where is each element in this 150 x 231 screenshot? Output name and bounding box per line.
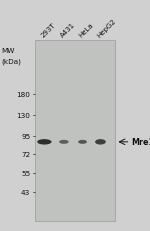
Text: 293T: 293T xyxy=(40,22,57,39)
Text: HepG2: HepG2 xyxy=(96,18,117,39)
Ellipse shape xyxy=(78,140,87,144)
Text: 43: 43 xyxy=(21,189,30,195)
Text: MW: MW xyxy=(2,48,15,54)
Ellipse shape xyxy=(37,140,52,145)
Ellipse shape xyxy=(59,140,69,144)
Text: A431: A431 xyxy=(60,21,77,39)
Text: Mre11: Mre11 xyxy=(132,138,150,147)
Text: 72: 72 xyxy=(21,151,30,157)
Text: 130: 130 xyxy=(16,112,30,118)
Text: 95: 95 xyxy=(21,133,30,139)
Text: 55: 55 xyxy=(21,170,30,176)
Text: HeLa: HeLa xyxy=(78,22,95,39)
Ellipse shape xyxy=(95,140,106,145)
Text: 180: 180 xyxy=(16,91,30,97)
Bar xyxy=(35,40,115,221)
Text: (kDa): (kDa) xyxy=(2,58,21,65)
